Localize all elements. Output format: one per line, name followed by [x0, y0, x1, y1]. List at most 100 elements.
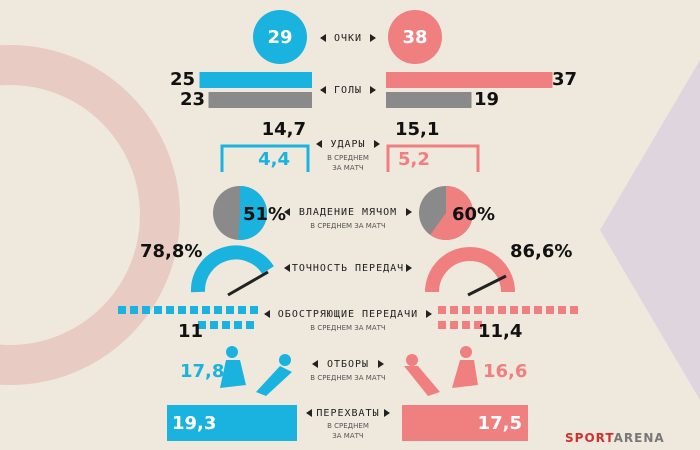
cross-square [222, 321, 230, 329]
shots-left-total: 14,7 [262, 119, 306, 140]
possession-right: 60% [452, 204, 495, 225]
passing-right: 86,6% [510, 241, 572, 262]
arrow [320, 34, 326, 42]
crosses-left: 11 [178, 321, 203, 342]
cross-square [210, 321, 218, 329]
arrow [284, 208, 290, 216]
cross-square [522, 306, 530, 314]
points-circle [388, 10, 442, 64]
cross-square [462, 306, 470, 314]
label: УДАРЫ [330, 139, 365, 150]
fiorentina-logo [600, 60, 700, 400]
cross-square [474, 306, 482, 314]
sublabel: В СРЕДНЕМ ЗА МАТЧ [310, 374, 386, 382]
cross-square [510, 306, 518, 314]
cross-square [130, 306, 138, 314]
goals-left-scored: 25 [170, 69, 195, 90]
label: ОБОСТРЯЮЩИЕ ПЕРЕДАЧИ [278, 309, 418, 320]
sublabel: В СРЕДНЕМ ЗА МАТЧ [310, 324, 386, 332]
shots-left-target: 4,4 [258, 149, 290, 170]
cross-square [142, 306, 150, 314]
cross-square [438, 306, 446, 314]
goals-right-conceded: 19 [474, 89, 499, 110]
arrow [378, 360, 384, 368]
crosses-right: 11,4 [478, 321, 522, 342]
arrow [370, 34, 376, 42]
cross-square [214, 306, 222, 314]
arrow [312, 360, 318, 368]
goal-bar [386, 92, 472, 108]
cross-square [486, 306, 494, 314]
cross-square [202, 306, 210, 314]
points-left: 29 [267, 27, 292, 48]
cross-square [534, 306, 542, 314]
sublabel: В СРЕДНЕМ [327, 154, 369, 162]
sublabel: В СРЕДНЕМ [327, 422, 369, 430]
label: ГОЛЫ [334, 85, 362, 96]
cross-square [250, 306, 258, 314]
cross-square [238, 306, 246, 314]
label: ПЕРЕХВАТЫ [316, 408, 379, 419]
cross-square [462, 321, 470, 329]
gauge-needle [227, 270, 269, 297]
gauge-needle [467, 274, 507, 297]
arrow [406, 208, 412, 216]
cross-square [474, 321, 482, 329]
arrow [320, 86, 326, 94]
cross-square [154, 306, 162, 314]
cross-square [166, 306, 174, 314]
cross-square [498, 306, 506, 314]
sublabel: ЗА МАТЧ [332, 164, 364, 172]
tackle-figures [404, 346, 478, 396]
cross-square [234, 321, 242, 329]
interceptions-bar [167, 405, 297, 441]
points-right: 38 [402, 27, 427, 48]
cross-square [558, 306, 566, 314]
label: ОЧКИ [334, 33, 362, 44]
shots-right-target: 5,2 [398, 149, 430, 170]
goals-left-conceded: 23 [180, 89, 205, 110]
tackles-right: 16,6 [483, 361, 527, 382]
goals-right-scored: 37 [552, 69, 577, 90]
arrow [264, 310, 270, 318]
shots-bracket [220, 144, 310, 172]
milan-logo [0, 45, 180, 385]
goal-bar [199, 72, 312, 88]
interceptions-left: 19,3 [172, 413, 216, 434]
brand-part: SPORT [565, 431, 614, 445]
sublabel: ЗА МАТЧ [332, 432, 364, 440]
arrow [384, 409, 390, 417]
tackles-left: 17,8 [180, 361, 224, 382]
points-circle [253, 10, 307, 64]
pie-slice [430, 186, 473, 240]
possession-left: 51% [243, 204, 286, 225]
cross-square [118, 306, 126, 314]
cross-square [450, 306, 458, 314]
label: ТОЧНОСТЬ ПЕРЕДАЧ [292, 263, 404, 274]
label: ОТБОРЫ [327, 359, 369, 370]
cross-square [226, 306, 234, 314]
cross-square [198, 321, 206, 329]
interceptions-bar [402, 405, 528, 441]
arrow [284, 264, 290, 272]
cross-square [450, 321, 458, 329]
arrow [374, 140, 380, 148]
cross-square [546, 306, 554, 314]
pie-slice [238, 186, 268, 241]
interceptions-right: 17,5 [478, 413, 522, 434]
brand-part: ARENA [614, 431, 665, 445]
arrow [426, 310, 432, 318]
label: ВЛАДЕНИЕ МЯЧОМ [299, 207, 397, 218]
shots-right-total: 15,1 [395, 119, 439, 140]
arrow [316, 140, 322, 148]
goal-bar [386, 72, 553, 88]
shots-bracket [386, 144, 480, 172]
gauge [425, 247, 515, 293]
passing-left: 78,8% [140, 241, 202, 262]
cross-square [178, 306, 186, 314]
goal-bar [208, 92, 312, 108]
arrow [406, 264, 412, 272]
sublabel: В СРЕДНЕМ ЗА МАТЧ [310, 222, 386, 230]
cross-square [246, 321, 254, 329]
